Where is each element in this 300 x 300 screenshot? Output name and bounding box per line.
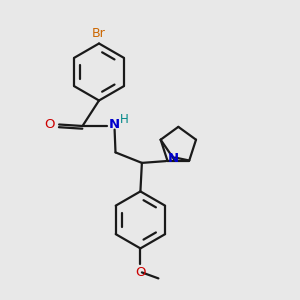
Text: Br: Br [92,27,106,40]
Text: N: N [109,118,120,131]
Text: N: N [168,152,179,165]
Text: O: O [135,266,146,279]
Text: H: H [120,113,129,126]
Text: O: O [45,118,55,131]
